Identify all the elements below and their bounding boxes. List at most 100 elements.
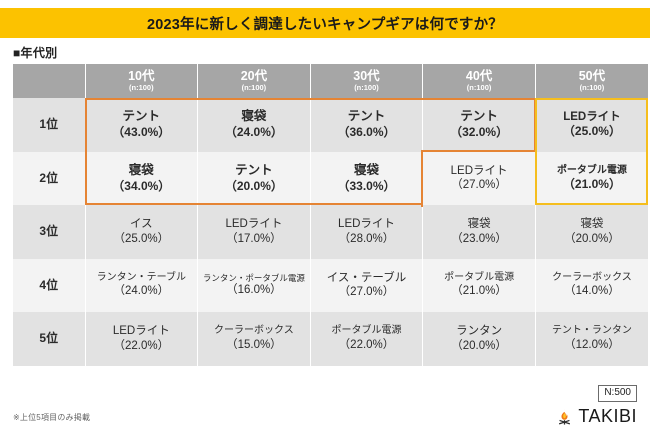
cell-percent: （25.0%）	[113, 232, 170, 245]
cell-percent: （33.0%）	[337, 178, 396, 193]
title-banner: 2023年に新しく調達したいキャンプギアは何ですか？	[0, 8, 650, 38]
cell-percent: （24.0%）	[224, 125, 283, 140]
table-row: 2位 寝袋 （34.0%） テント （20.0%） 寝袋 （33.0%） LE	[13, 151, 648, 205]
cell-percent: （21.0%）	[451, 285, 507, 298]
logo-text: TAKIBI	[578, 406, 637, 426]
cell-rank4-10s: ランタン・テーブル （24.0%）	[85, 258, 199, 312]
cell-percent: （34.0%）	[112, 178, 171, 193]
column-header-30s-sub: (n:100)	[354, 83, 379, 93]
column-header-10s-label: 10代	[128, 69, 155, 83]
cell-rank2-10s: 寝袋 （34.0%）	[85, 151, 199, 205]
cell-percent: （32.0%）	[450, 125, 509, 140]
cell-percent: （24.0%）	[113, 285, 170, 298]
table-row: 3位 イス （25.0%） LEDライト （17.0%） LEDライト （28.…	[13, 205, 648, 259]
cell-rank3-40s: 寝袋 （23.0%）	[422, 205, 536, 259]
cell-label: クーラーボックス	[552, 271, 632, 283]
cell-percent: （21.0%）	[562, 177, 621, 191]
rank-label-2: 2位	[13, 151, 86, 205]
cell-label: ランタン	[456, 325, 503, 338]
table-header-row: 10代 (n:100) 20代 (n:100) 30代 (n:100) 40代 …	[13, 64, 648, 98]
column-header-10s-sub: (n:100)	[129, 83, 154, 93]
column-header-50s: 50代 (n:100)	[535, 64, 648, 98]
cell-label: ランタン・テーブル	[96, 271, 186, 283]
cell-percent: （23.0%）	[451, 232, 507, 245]
column-header-20s-sub: (n:100)	[241, 83, 267, 93]
rank-label-4: 4位	[13, 258, 86, 312]
cell-label: テント	[347, 109, 386, 124]
cell-label: LEDライト	[450, 164, 508, 177]
cell-rank1-50s: LEDライト （25.0%）	[535, 98, 648, 152]
cell-percent: （22.0%）	[338, 338, 395, 351]
column-header-50s-label: 50代	[578, 69, 606, 83]
cell-percent: （16.0%）	[226, 284, 282, 297]
cell-rank3-20s: LEDライト （17.0%）	[197, 205, 311, 259]
cell-percent: （14.0%）	[564, 285, 620, 298]
cell-label: 寝袋	[580, 218, 604, 231]
cell-rank5-20s: クーラーボックス （15.0%）	[197, 312, 311, 366]
table-row: 5位 LEDライト （22.0%） クーラーボックス （15.0%） ポータブル…	[13, 312, 648, 366]
cell-label: イス	[129, 218, 153, 231]
campfire-icon	[555, 407, 574, 426]
cell-rank2-50s: ポータブル電源 （21.0%）	[535, 151, 648, 205]
cell-percent: （27.0%）	[338, 286, 395, 299]
column-header-30s-label: 30代	[353, 69, 380, 83]
cell-percent: （20.0%）	[224, 178, 283, 193]
table-header: 10代 (n:100) 20代 (n:100) 30代 (n:100) 40代 …	[13, 64, 648, 98]
cell-percent: （36.0%）	[337, 125, 396, 140]
column-header-50s-sub: (n:100)	[579, 83, 605, 93]
cell-rank3-50s: 寝袋 （20.0%）	[535, 205, 648, 259]
cell-rank1-10s: テント （43.0%）	[85, 98, 199, 152]
cell-rank2-30s: 寝袋 （33.0%）	[310, 151, 424, 205]
table-row: 4位 ランタン・テーブル （24.0%） ランタン・ポータブル電源 （16.0%…	[13, 258, 648, 312]
cell-label: 寝袋	[128, 162, 154, 177]
cell-label: LEDライト	[563, 111, 621, 124]
cell-label: LEDライト	[112, 325, 170, 338]
ranking-table: 10代 (n:100) 20代 (n:100) 30代 (n:100) 40代 …	[13, 64, 648, 366]
cell-percent: （20.0%）	[451, 339, 507, 352]
cell-label: テント	[122, 109, 161, 124]
table-body: 1位 テント （43.0%） 寝袋 （24.0%） テント （36.0%） テ	[13, 98, 648, 366]
cell-label: イス・テーブル	[326, 271, 407, 284]
cell-label: テント・ランタン	[551, 325, 632, 337]
rank-label-3: 3位	[13, 205, 86, 259]
cell-rank4-20s: ランタン・ポータブル電源 （16.0%）	[197, 258, 311, 312]
cell-rank1-40s: テント （32.0%）	[422, 98, 536, 152]
column-header-40s-sub: (n:100)	[466, 83, 492, 93]
column-header-30s: 30代 (n:100)	[310, 64, 424, 98]
cell-rank1-20s: 寝袋 （24.0%）	[197, 98, 311, 152]
cell-label: ポータブル電源	[444, 271, 515, 283]
column-header-rank	[13, 64, 86, 98]
cell-rank2-20s: テント （20.0%）	[197, 151, 311, 205]
cell-rank1-30s: テント （36.0%）	[310, 98, 424, 152]
cell-rank4-50s: クーラーボックス （14.0%）	[535, 258, 648, 312]
rank-label-5: 5位	[13, 312, 86, 366]
cell-percent: （43.0%）	[112, 125, 171, 140]
cell-rank5-50s: テント・ランタン （12.0%）	[535, 312, 648, 366]
status-badge: N:500	[598, 385, 637, 402]
cell-label: 寝袋	[467, 218, 491, 231]
cell-percent: （12.0%）	[564, 338, 620, 351]
cell-rank4-40s: ポータブル電源 （21.0%）	[422, 258, 536, 312]
cell-label: ポータブル電源	[331, 325, 402, 337]
section-label: ■年代別	[13, 46, 58, 60]
takibi-logo: TAKIBI	[555, 406, 637, 427]
cell-rank5-40s: ランタン （20.0%）	[422, 312, 536, 366]
cell-rank3-30s: LEDライト （28.0%）	[310, 205, 424, 259]
cell-label: 寝袋	[241, 109, 267, 124]
cell-percent: （27.0%）	[451, 179, 507, 192]
cell-rank5-30s: ポータブル電源 （22.0%）	[310, 312, 424, 366]
column-header-40s: 40代 (n:100)	[422, 64, 536, 98]
cell-label: ポータブル電源	[556, 164, 627, 176]
cell-rank5-10s: LEDライト （22.0%）	[85, 312, 199, 366]
cell-label: LEDライト	[225, 218, 283, 231]
cell-label: テント	[235, 162, 273, 177]
rank-label-1: 1位	[13, 98, 86, 152]
cell-percent: （25.0%）	[562, 124, 621, 139]
cell-rank3-10s: イス （25.0%）	[85, 205, 199, 259]
cell-percent: （22.0%）	[113, 339, 170, 352]
cell-rank2-40s: LEDライト （27.0%）	[422, 151, 536, 205]
cell-rank4-30s: イス・テーブル （27.0%）	[310, 258, 424, 312]
footnote: ※上位5項目のみ掲載	[13, 413, 91, 422]
cell-percent: （20.0%）	[564, 232, 620, 245]
